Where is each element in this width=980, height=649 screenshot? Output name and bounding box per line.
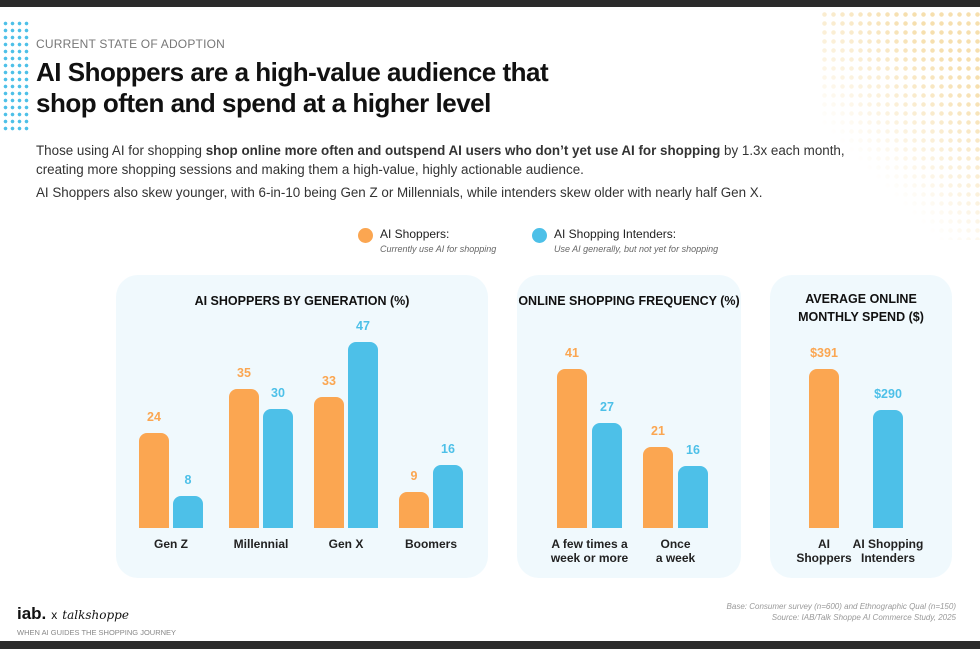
legend-ai-shoppers: AI Shoppers: Currently use AI for shoppin… (358, 227, 496, 254)
category-label: Gen Z (153, 537, 188, 551)
chart-title: AVERAGE ONLINE MONTHLY SPEND ($) (798, 292, 924, 324)
bar (399, 492, 429, 528)
bar (678, 465, 708, 528)
category-label: Once a week (655, 537, 696, 565)
bar (557, 368, 587, 528)
source-note: Base: Consumer survey (n=600) and Ethnog… (727, 601, 956, 623)
base-note: Base: Consumer survey (n=600) and Ethnog… (726, 602, 956, 611)
data-label: 30 (271, 386, 285, 401)
iab-logo: iab. x talkshoppe (17, 604, 129, 624)
category-label: Gen X (328, 537, 364, 551)
data-label: $391 (810, 345, 838, 360)
bar (643, 446, 673, 528)
data-label: 9 (410, 469, 418, 484)
bar (139, 432, 169, 528)
bar (173, 496, 203, 528)
legend-sub: Currently use AI for shopping (380, 244, 497, 254)
data-label: 35 (237, 366, 251, 381)
bar (809, 368, 839, 528)
bar (263, 409, 293, 528)
legend-intenders: AI Shopping Intenders: Use AI generally, … (532, 227, 718, 254)
text: Those using AI for shopping (36, 143, 206, 158)
decorative-dots (2, 20, 30, 132)
data-label: $290 (874, 386, 902, 401)
category-label: A few times a week or more (550, 537, 629, 565)
title-line: AI Shoppers are a high-value audience th… (36, 57, 549, 87)
source: Source: IAB/Talk Shoppe AI Commerce Stud… (771, 613, 956, 622)
data-label: 47 (356, 318, 370, 333)
swatch (358, 228, 373, 243)
data-label: 8 (184, 473, 192, 488)
title-line: shop often and spend at a higher level (36, 88, 491, 118)
legend-label: AI Shopping Intenders: (554, 227, 677, 241)
top-bar (0, 0, 980, 7)
text: by 1.3x each month, (720, 143, 845, 158)
data-label: 27 (600, 400, 614, 415)
bar (592, 423, 622, 528)
legend-label: AI Shoppers: (380, 227, 450, 241)
bar (314, 397, 344, 528)
category-label: Boomers (404, 537, 457, 551)
data-label: 16 (686, 442, 700, 457)
legend-sub: Use AI generally, but not yet for shoppi… (554, 244, 719, 254)
data-label: 41 (565, 345, 579, 360)
chart-frequency: ONLINE SHOPPING FREQUENCY (%) 41 27 A few t… (517, 275, 741, 578)
category-label: Millennial (233, 537, 289, 551)
data-label: 33 (322, 374, 336, 389)
chart-title: AI SHOPPERS BY GENERATION (%) (194, 294, 410, 308)
text: creating more shopping sessions and maki… (36, 162, 584, 177)
partner-logo: talkshoppe (62, 608, 129, 622)
swatch (532, 228, 547, 243)
bar (873, 409, 903, 528)
paragraph-2: AI Shoppers also skew younger, with 6-in… (36, 185, 763, 200)
intro-paragraph: Those using AI for shopping shop online … (36, 141, 845, 179)
bar (229, 389, 259, 528)
category-label: AI Shoppers (796, 537, 852, 565)
chart-title: ONLINE SHOPPING FREQUENCY (%) (518, 294, 740, 308)
brand: iab. (17, 604, 47, 623)
page-title: AI Shoppers are a high-value audience th… (36, 57, 549, 119)
bar (433, 464, 463, 528)
category-label: AI Shopping Intenders (852, 537, 924, 565)
data-label: 21 (651, 423, 665, 438)
bar (348, 341, 378, 528)
data-label: 16 (441, 441, 455, 456)
text-bold: shop online more often and outspend AI u… (205, 143, 721, 158)
chart-generation: AI SHOPPERS BY GENERATION (%) 24 8 Gen Z 35 3… (116, 275, 488, 578)
x: x (51, 608, 58, 622)
decorative-dots-right (820, 10, 980, 240)
data-label: 24 (147, 409, 161, 424)
chart-spend: AVERAGE ONLINE MONTHLY SPEND ($) $391 AI S… (770, 275, 952, 578)
eyebrow: CURRENT STATE OF ADOPTION (36, 37, 226, 51)
bottom-bar (0, 641, 980, 649)
tagline: WHEN AI GUIDES THE SHOPPING JOURNEY (17, 628, 177, 637)
